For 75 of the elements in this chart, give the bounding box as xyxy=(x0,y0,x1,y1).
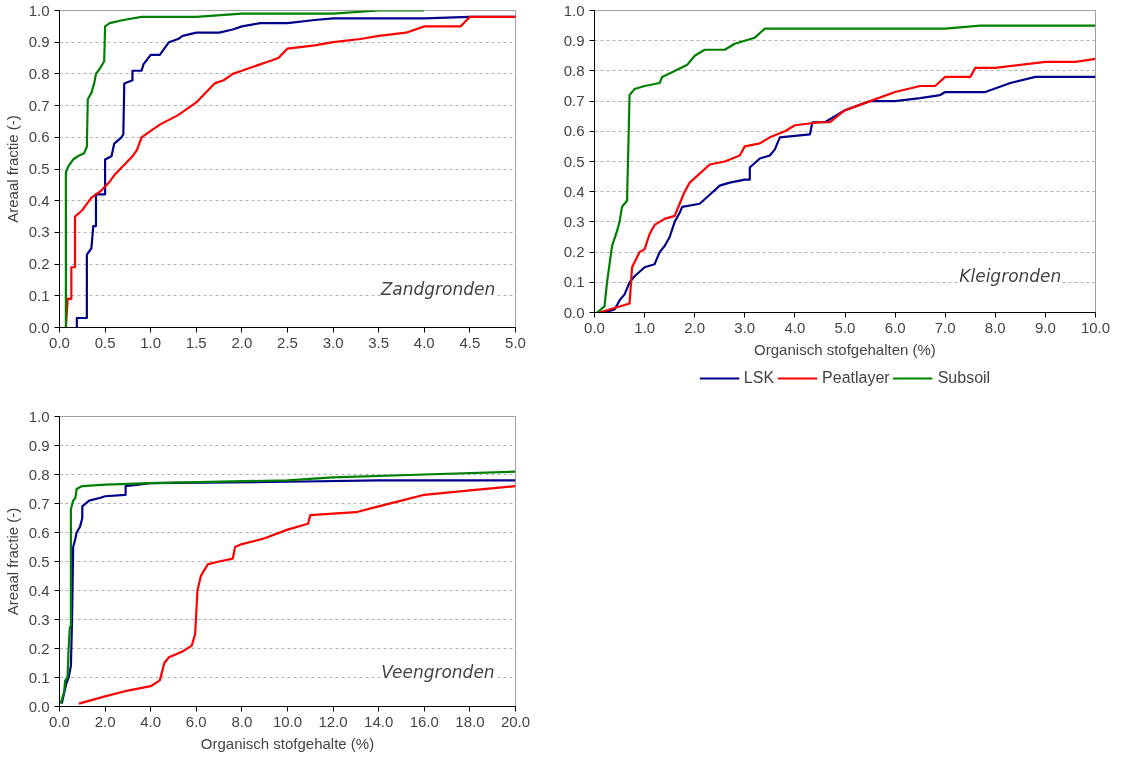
y-tick-label: 0.9 xyxy=(28,436,50,454)
y-tick-label: 0.3 xyxy=(28,610,50,628)
y-tick-label: 0.3 xyxy=(28,223,50,241)
y-tick-label: 0.1 xyxy=(28,668,50,686)
y-axis-title: Areaal fractie (-) xyxy=(3,507,21,616)
x-tick-label: 14.0 xyxy=(364,712,394,730)
y-tick-label: 0.5 xyxy=(563,152,585,170)
x-tick-label: 4.0 xyxy=(413,333,435,351)
y-tick-label: 0.6 xyxy=(28,523,50,541)
y-tick-label: 1.0 xyxy=(28,1,50,19)
legend-label: Subsoil xyxy=(937,369,991,387)
x-axis-title: Organisch stofgehalten (%) xyxy=(754,340,936,358)
x-tick-label: 5.0 xyxy=(505,333,526,351)
x-tick-label: 7.0 xyxy=(934,318,956,336)
y-tick-label: 0.5 xyxy=(28,552,50,570)
x-tick-label: 1.0 xyxy=(140,333,162,351)
x-tick-label: 6.0 xyxy=(185,712,207,730)
x-tick-label: 0.0 xyxy=(49,712,70,730)
x-tick-label: 8.0 xyxy=(984,318,1006,336)
x-tick-label: 2.0 xyxy=(94,712,116,730)
x-tick-label: 4.5 xyxy=(459,333,481,351)
x-axis-title: Organisch stofgehalte (%) xyxy=(200,734,375,752)
y-axis-title: Areaal fractie (-) xyxy=(3,115,21,223)
y-tick-label: 0.1 xyxy=(563,273,585,291)
y-tick-label: 0.4 xyxy=(28,581,50,599)
legend-label: LSK xyxy=(743,369,775,387)
x-tick-label: 0.0 xyxy=(584,318,605,336)
x-tick-label: 16.0 xyxy=(409,712,439,730)
y-tick-label: 0.2 xyxy=(563,243,585,261)
y-tick-label: 0.0 xyxy=(563,303,585,321)
x-tick-label: 1.5 xyxy=(185,333,207,351)
y-tick-label: 0.3 xyxy=(563,212,585,230)
x-tick-label: 2.0 xyxy=(231,333,253,351)
annotation: Veengronden xyxy=(381,661,495,682)
x-tick-label: 3.0 xyxy=(322,333,344,351)
y-tick-label: 1.0 xyxy=(563,1,585,19)
y-tick-label: 0.4 xyxy=(28,191,50,209)
y-tick-label: 0.2 xyxy=(28,255,50,273)
x-tick-label: 1.0 xyxy=(634,318,656,336)
y-tick-label: 0.8 xyxy=(563,61,585,79)
y-tick-label: 0.4 xyxy=(563,182,585,200)
x-tick-label: 3.5 xyxy=(368,333,390,351)
x-tick-label: 3.0 xyxy=(734,318,756,336)
y-tick-label: 0.7 xyxy=(28,494,50,512)
y-tick-label: 0.5 xyxy=(28,160,50,177)
y-tick-label: 0.7 xyxy=(563,92,585,110)
y-tick-label: 0.2 xyxy=(28,639,50,657)
y-tick-label: 0.1 xyxy=(28,286,50,304)
x-tick-label: 6.0 xyxy=(884,318,906,336)
annotation: Zandgronden xyxy=(379,279,496,300)
x-tick-label: 4.0 xyxy=(140,712,162,730)
y-tick-label: 0.8 xyxy=(28,465,50,483)
x-tick-label: 8.0 xyxy=(231,712,253,730)
y-tick-label: 0.6 xyxy=(28,128,50,146)
legend-label: Peatlayer xyxy=(822,369,890,387)
x-tick-label: 18.0 xyxy=(455,712,485,730)
x-tick-label: 20.0 xyxy=(500,712,531,730)
y-tick-label: 0.0 xyxy=(28,697,50,715)
x-tick-label: 10.0 xyxy=(272,712,303,730)
x-tick-label: 5.0 xyxy=(834,318,856,336)
x-tick-label: 9.0 xyxy=(1034,318,1056,336)
y-tick-label: 0.8 xyxy=(28,64,50,82)
x-tick-label: 2.5 xyxy=(277,333,298,351)
x-tick-label: 0.5 xyxy=(94,333,116,351)
x-tick-label: 0.0 xyxy=(49,333,70,351)
x-tick-label: 2.0 xyxy=(684,318,706,336)
y-tick-label: 0.9 xyxy=(28,33,50,51)
y-tick-label: 1.0 xyxy=(28,407,50,425)
y-tick-label: 0.7 xyxy=(28,96,50,114)
x-tick-label: 10.0 xyxy=(1080,318,1111,336)
y-tick-label: 0.6 xyxy=(563,122,585,140)
x-tick-label: 4.0 xyxy=(784,318,806,336)
x-tick-label: 12.0 xyxy=(318,712,348,730)
annotation: Kleigronden xyxy=(959,266,1062,287)
y-tick-label: 0.9 xyxy=(563,31,585,49)
